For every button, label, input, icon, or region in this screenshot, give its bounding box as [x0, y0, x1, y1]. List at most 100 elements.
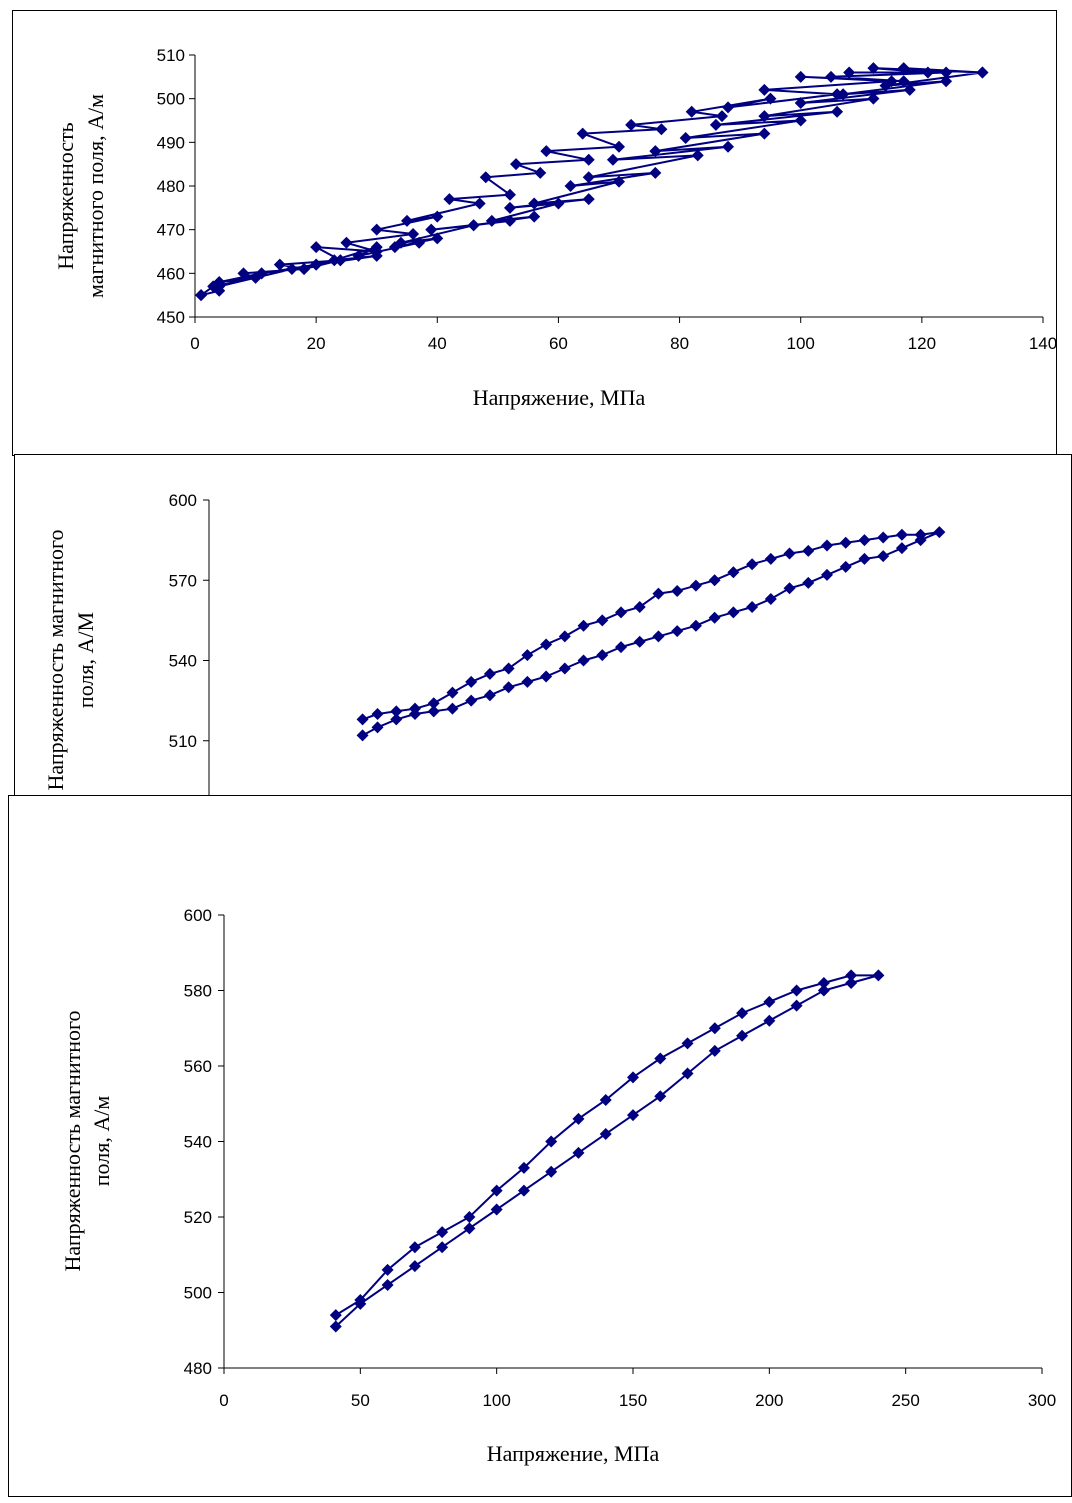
x-tick-label: 40: [428, 334, 447, 353]
data-point: [310, 258, 323, 271]
data-point: [654, 1052, 667, 1065]
data-point: [408, 1241, 421, 1254]
data-point: [877, 550, 890, 563]
data-point: [817, 976, 830, 989]
y-tick-label: 480: [184, 1359, 212, 1378]
data-point: [427, 697, 440, 710]
data-point: [845, 969, 858, 982]
data-point: [446, 702, 459, 715]
data-point: [596, 649, 609, 662]
x-tick-label: 250: [891, 1391, 919, 1410]
data-point: [467, 219, 480, 232]
data-point: [802, 544, 815, 557]
data-point: [540, 145, 553, 158]
data-point: [576, 127, 589, 140]
data-point: [858, 534, 871, 547]
data-point: [483, 689, 496, 702]
data-point: [627, 1109, 639, 1122]
y-tick-label: 600: [169, 491, 197, 510]
data-point: [465, 675, 478, 688]
y-axis-title: Напряженность магнитного: [43, 530, 68, 791]
data-point: [885, 75, 898, 88]
y-tick-label: 580: [184, 982, 212, 1001]
data-point: [596, 614, 609, 627]
data-point: [381, 1263, 394, 1276]
data-point: [431, 210, 444, 223]
x-tick-label: 140: [1029, 334, 1057, 353]
data-point: [689, 619, 702, 632]
data-point: [545, 1135, 558, 1148]
y-axis-title: поля, А/М: [73, 612, 98, 708]
data-point: [334, 254, 347, 267]
data-point: [627, 1071, 639, 1084]
data-point: [671, 625, 684, 638]
data-point: [736, 1029, 749, 1042]
data-point: [736, 1007, 749, 1020]
data-point: [502, 681, 515, 694]
y-axis-title: магнитного поля, А/м: [83, 94, 108, 298]
data-point: [783, 582, 796, 595]
data-point: [613, 140, 625, 153]
data-point: [577, 619, 590, 632]
data-point: [708, 1022, 721, 1035]
data-point: [427, 705, 440, 718]
data-point: [534, 166, 547, 179]
data-point: [381, 1278, 394, 1291]
data-point: [933, 526, 946, 539]
data-point: [409, 708, 421, 720]
y-tick-label: 510: [157, 46, 185, 65]
data-point: [790, 984, 803, 997]
x-tick-label: 300: [1028, 1391, 1056, 1410]
data-point: [615, 606, 627, 619]
x-tick-label: 120: [908, 334, 936, 353]
chart-2: 050100150200480510540570600Напряжение, М…: [43, 491, 1033, 920]
data-point: [708, 1044, 721, 1057]
data-point: [763, 1014, 776, 1027]
data-point: [599, 1127, 612, 1140]
x-tick-label: 60: [549, 334, 568, 353]
data-point: [691, 149, 704, 162]
data-point: [758, 110, 771, 123]
y-tick-label: 600: [184, 906, 212, 925]
data-point: [572, 1146, 585, 1159]
data-point: [446, 686, 459, 699]
data-point: [490, 1203, 503, 1216]
x-axis-title: Напряжение, МПа: [473, 385, 646, 410]
data-point: [746, 558, 759, 571]
data-point: [558, 630, 571, 643]
data-point: [207, 280, 220, 293]
data-point: [649, 145, 662, 158]
data-point: [867, 62, 880, 75]
data-point: [727, 566, 740, 579]
data-point: [371, 708, 384, 720]
chart-panel-1: 0 20 40 60 80 100 120 140 450 460 470 480 490 500 510 Н…: [12, 10, 1057, 456]
y-tick-label: 470: [157, 221, 185, 240]
data-point: [652, 630, 665, 643]
data-point: [572, 1112, 585, 1125]
data-point: [490, 1184, 503, 1197]
x-tick-label: 80: [670, 334, 689, 353]
data-point: [708, 611, 721, 624]
data-point: [485, 214, 498, 227]
chart-3: 0 50 100 150 200 250 300 480 500 520 540 560 580 600 Н…: [60, 906, 1056, 1466]
series-line: [335, 974, 879, 1328]
data-point: [681, 1037, 694, 1050]
data-point: [463, 1211, 476, 1223]
data-point: [249, 271, 262, 284]
data-point: [976, 66, 989, 79]
data-point: [356, 729, 369, 742]
y-tick-label: 480: [157, 177, 185, 196]
data-point: [285, 262, 298, 275]
data-point: [521, 675, 534, 688]
data-point: [356, 713, 369, 726]
data-point: [431, 232, 444, 245]
data-point: [843, 66, 856, 79]
data-point: [237, 267, 250, 280]
data-point: [825, 70, 837, 83]
data-point: [858, 552, 871, 565]
data-point: [370, 223, 383, 236]
data-point: [473, 197, 486, 210]
data-point: [633, 635, 646, 648]
data-point: [354, 1297, 367, 1310]
data-point: [867, 92, 880, 105]
